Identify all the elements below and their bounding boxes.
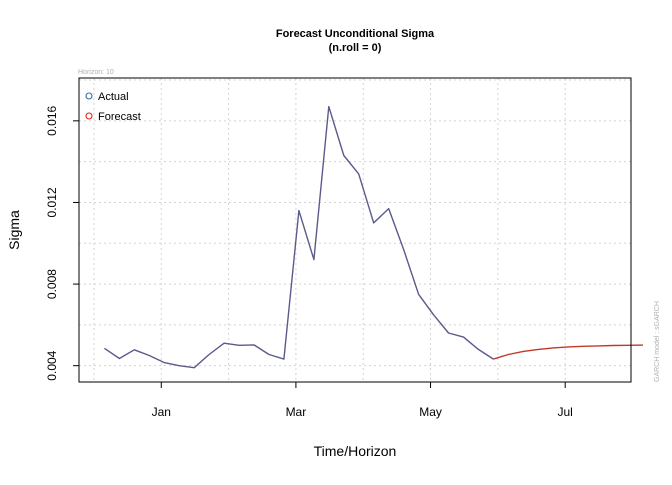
legend-label-forecast: Forecast <box>98 111 141 123</box>
series-line-actual <box>104 105 494 369</box>
x-axis-label: Time/Horizon <box>314 443 397 459</box>
grid <box>79 78 631 382</box>
x-tick-label: May <box>419 405 442 419</box>
x-tick-label: Jul <box>558 405 573 419</box>
legend-marker-forecast <box>85 112 93 120</box>
x-axis: Jan Mar May Jul <box>152 382 573 419</box>
y-tick-label: 0.004 <box>45 350 59 380</box>
horizon-annotation: Horizon: 10 <box>78 69 114 76</box>
legend: Actual Forecast <box>85 91 141 123</box>
legend-marker-actual <box>85 92 93 100</box>
y-tick-label: 0.016 <box>45 106 59 136</box>
y-tick-label: 0.008 <box>45 269 59 299</box>
plot-frame <box>78 77 632 383</box>
x-tick-label: Mar <box>286 405 307 419</box>
model-annotation: GARCH model : sGARCH <box>654 301 661 382</box>
series-group <box>104 105 644 369</box>
x-tick-label: Jan <box>152 405 171 419</box>
series-line-forecast <box>493 344 644 360</box>
y-axis-label: Sigma <box>6 210 22 250</box>
y-axis: 0.004 0.008 0.012 0.016 <box>45 106 79 381</box>
legend-label-actual: Actual <box>98 91 129 103</box>
chart-title: Forecast Unconditional Sigma <box>276 28 435 40</box>
chart-subtitle: (n.roll = 0) <box>329 42 382 54</box>
y-tick-label: 0.012 <box>45 187 59 217</box>
